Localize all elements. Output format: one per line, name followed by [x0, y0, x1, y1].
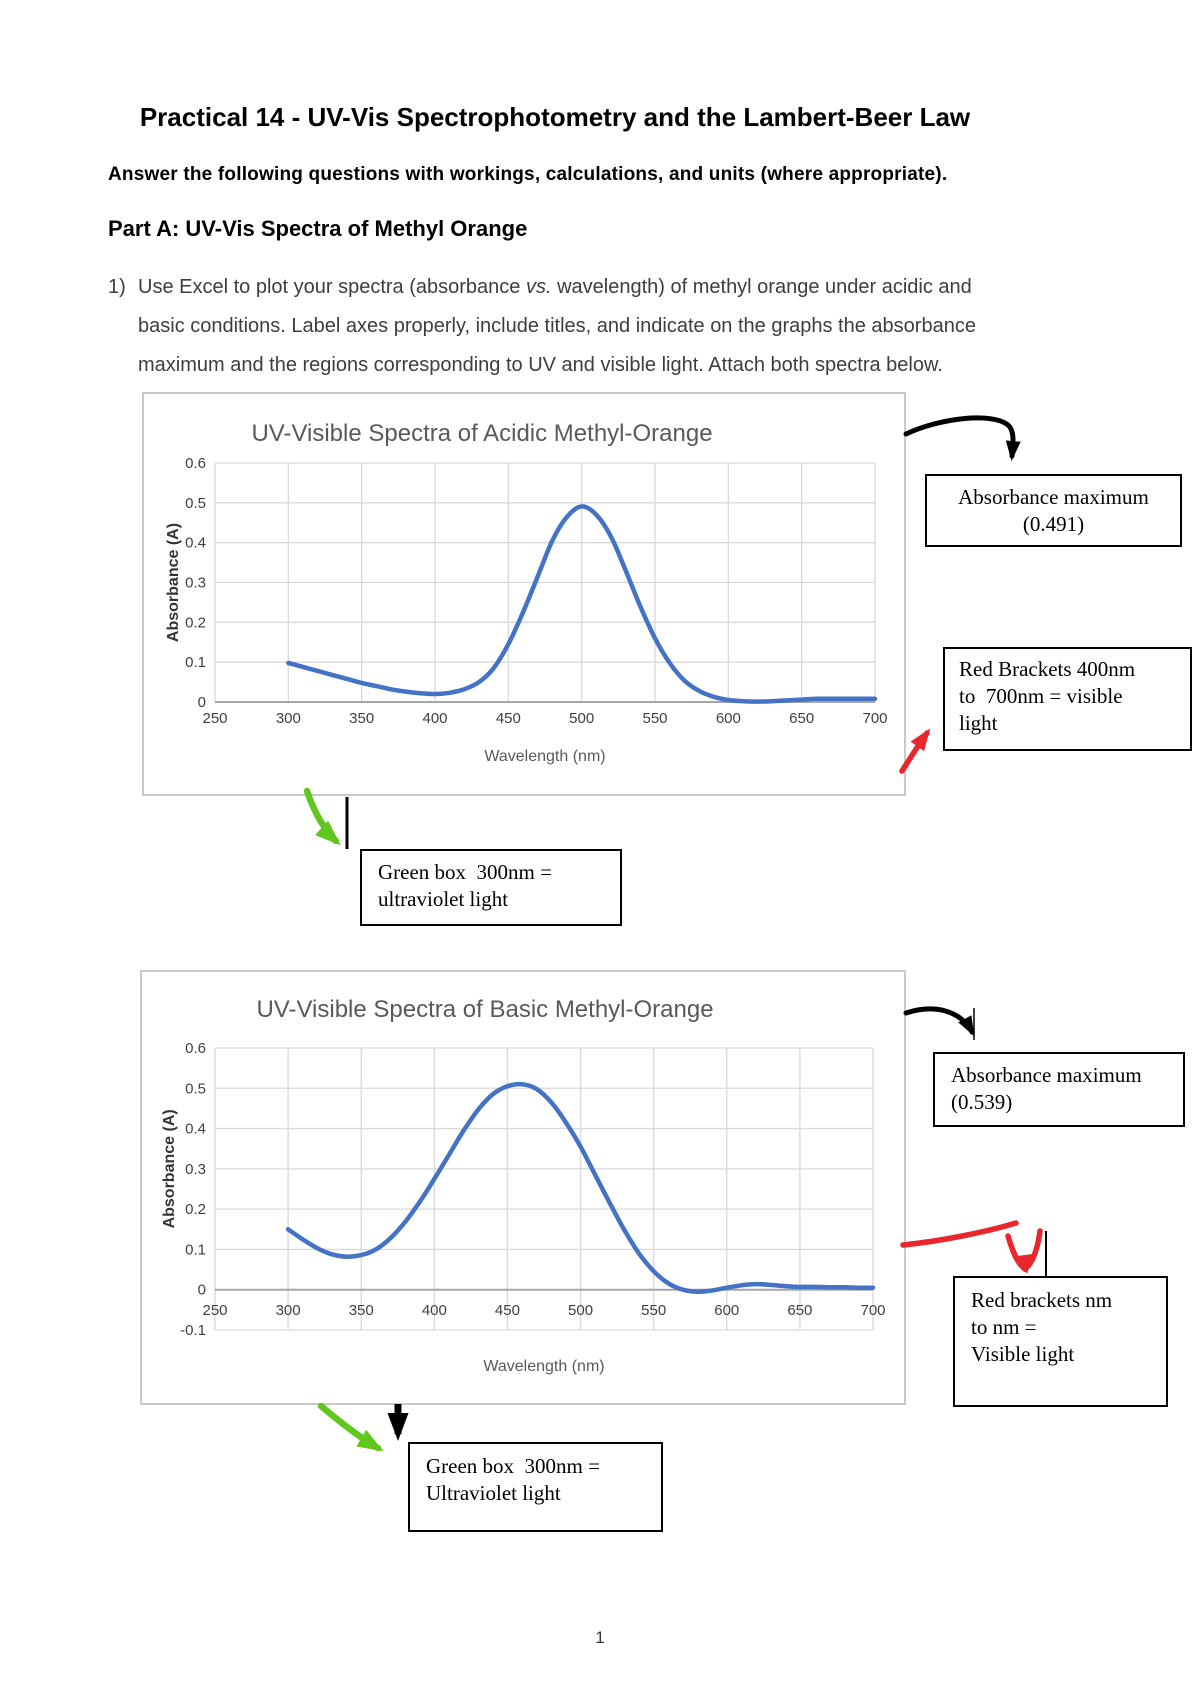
- svg-text:0.6: 0.6: [185, 455, 206, 472]
- callout-line: Ultraviolet light: [426, 1481, 561, 1505]
- svg-text:700: 700: [860, 1302, 885, 1319]
- callout-line: ultraviolet light: [378, 887, 509, 911]
- callout-line: Absorbance maximum: [958, 485, 1149, 509]
- svg-text:550: 550: [642, 710, 667, 727]
- svg-text:Wavelength (nm): Wavelength (nm): [483, 1358, 604, 1375]
- acidic-max-arrow: [903, 415, 1021, 461]
- svg-text:700: 700: [862, 710, 887, 727]
- acidic-absorbance-max-callout: Absorbance maximum (0.491): [925, 474, 1182, 547]
- svg-text:350: 350: [349, 1302, 374, 1319]
- svg-text:0.6: 0.6: [185, 1040, 206, 1057]
- section-heading: Part A: UV-Vis Spectra of Methyl Orange: [108, 216, 528, 241]
- svg-text:0.4: 0.4: [185, 535, 206, 552]
- svg-text:650: 650: [789, 710, 814, 727]
- callout-line: Red brackets nm: [971, 1288, 1113, 1312]
- instruction-text: Answer the following questions with work…: [108, 164, 948, 185]
- callout-line: Green box 300nm =: [378, 860, 552, 884]
- svg-text:400: 400: [422, 710, 447, 727]
- svg-text:0.3: 0.3: [185, 1161, 206, 1178]
- svg-text:0.2: 0.2: [185, 1201, 206, 1218]
- basic-visible-arrowhead: [1017, 1254, 1033, 1274]
- basic-visible-arrow-hook: [1005, 1228, 1043, 1273]
- svg-text:500: 500: [568, 1302, 593, 1319]
- svg-text:0.1: 0.1: [185, 654, 206, 671]
- svg-text:650: 650: [787, 1302, 812, 1319]
- svg-text:550: 550: [641, 1302, 666, 1319]
- svg-text:450: 450: [495, 1302, 520, 1319]
- basic-visible-region-callout: Red brackets nm to nm = Visible light: [953, 1276, 1168, 1407]
- svg-text:-0.1: -0.1: [180, 1322, 206, 1339]
- question-number: 1): [108, 276, 126, 298]
- question-text: Use Excel to plot your spectra (absorban…: [138, 268, 1002, 385]
- svg-text:Wavelength (nm): Wavelength (nm): [484, 748, 605, 765]
- basic-absorbance-max-callout: Absorbance maximum (0.539): [933, 1052, 1185, 1127]
- basic-max-arrow: [903, 1006, 975, 1037]
- document-title: Practical 14 - UV-Vis Spectrophotometry …: [139, 102, 971, 132]
- acidic-visible-region-callout: Red Brackets 400nm to 700nm = visible li…: [943, 647, 1192, 751]
- svg-text:0.1: 0.1: [185, 1241, 206, 1258]
- svg-text:Absorbance (A): Absorbance (A): [165, 523, 182, 642]
- callout-line: (0.539): [951, 1090, 1013, 1114]
- svg-text:450: 450: [496, 710, 521, 727]
- acidic-spectrum-figure: 0 0.1 0.2 0.3 0.4 0.5 0.6 250 300 350 400 450 500 550…: [142, 392, 906, 801]
- basic-uv-arrow: [317, 1402, 384, 1452]
- basic-spectrum-chart: -0.1 0 0.1 0.2 0.3 0.4 0.5 0.6 250 300 350 400 450 50…: [140, 970, 906, 1405]
- basic-spectrum-figure: -0.1 0 0.1 0.2 0.3 0.4 0.5 0.6 250 300 350 400 450 50…: [140, 970, 906, 1410]
- svg-text:UV-Visible Spectra of Acidic M: UV-Visible Spectra of Acidic Methyl-Oran…: [251, 420, 712, 447]
- question-text-part2: wavelength) of methyl orange under acidi…: [138, 276, 976, 376]
- svg-text:0.5: 0.5: [185, 1080, 206, 1097]
- callout-line: to 700nm = visible: [959, 684, 1123, 708]
- callout-line: Green box 300nm =: [426, 1454, 600, 1478]
- acidic-spectrum-chart: 0 0.1 0.2 0.3 0.4 0.5 0.6 250 300 350 400 450 500 550…: [142, 392, 906, 796]
- svg-text:350: 350: [349, 710, 374, 727]
- question-1: 1) Use Excel to plot your spectra (absor…: [108, 268, 1002, 385]
- callout-line: Red Brackets 400nm: [959, 657, 1136, 681]
- callout-line: to nm =: [971, 1315, 1037, 1339]
- callout-line: Absorbance maximum: [951, 1063, 1142, 1087]
- svg-text:0: 0: [198, 694, 206, 711]
- svg-text:500: 500: [569, 710, 594, 727]
- question-text-vs: vs.: [525, 276, 552, 298]
- svg-text:300: 300: [276, 710, 301, 727]
- svg-text:400: 400: [422, 1302, 447, 1319]
- callout-line: light: [959, 711, 998, 735]
- acidic-uv-region-callout: Green box 300nm = ultraviolet light: [360, 849, 622, 926]
- svg-text:0.3: 0.3: [185, 575, 206, 592]
- basic-uv-region-callout: Green box 300nm = Ultraviolet light: [408, 1442, 663, 1532]
- question-text-part1: Use Excel to plot your spectra (absorban…: [138, 276, 526, 298]
- page-number: 1: [595, 1628, 605, 1647]
- svg-text:0.4: 0.4: [185, 1121, 206, 1138]
- callout-line: (0.491): [1022, 512, 1085, 536]
- svg-text:0: 0: [198, 1282, 206, 1299]
- svg-text:300: 300: [276, 1302, 301, 1319]
- basic-visible-arrow-tail: [900, 1220, 1019, 1248]
- svg-text:0.2: 0.2: [185, 614, 206, 631]
- callout-line: Visible light: [971, 1342, 1075, 1366]
- svg-text:600: 600: [714, 1302, 739, 1319]
- svg-text:0.5: 0.5: [185, 495, 206, 512]
- svg-text:Absorbance (A): Absorbance (A): [161, 1109, 178, 1228]
- svg-text:600: 600: [716, 710, 741, 727]
- svg-text:250: 250: [202, 710, 227, 727]
- document-body: Practical 14 - UV-Vis Spectrophotometry …: [108, 0, 1002, 385]
- svg-text:UV-Visible Spectra of Basic Me: UV-Visible Spectra of Basic Methyl-Orang…: [256, 996, 713, 1023]
- svg-text:250: 250: [202, 1302, 227, 1319]
